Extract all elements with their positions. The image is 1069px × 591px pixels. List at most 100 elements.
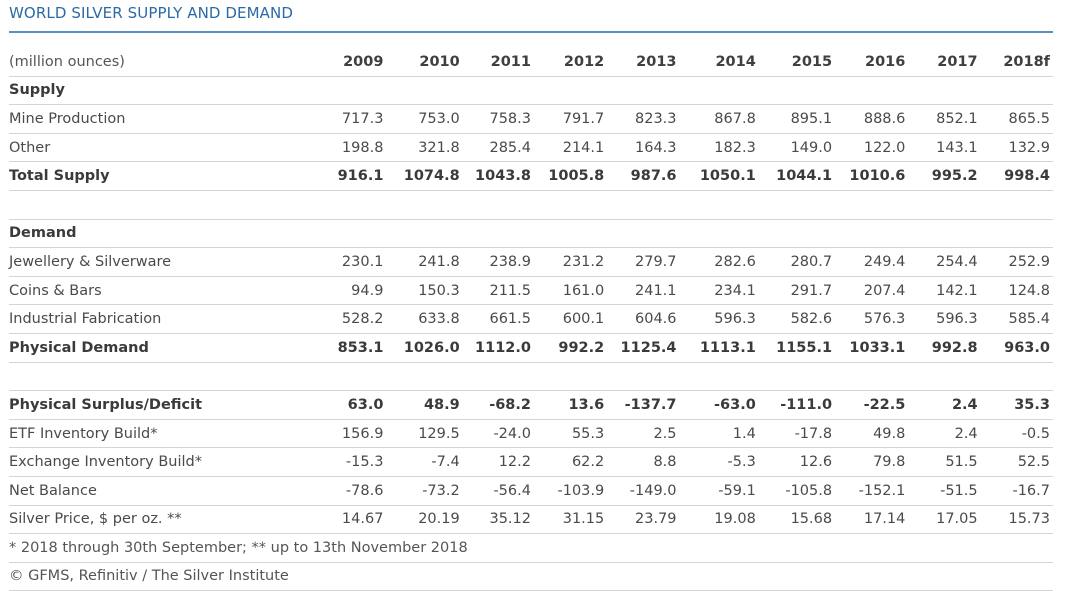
year-header: 2014 [679,48,759,77]
value-cell: 15.73 [980,505,1053,535]
value-cell: 122.0 [835,133,909,163]
value-cell: 31.15 [533,505,608,535]
value-cell: 585.4 [980,304,1053,334]
value-cell: -103.9 [533,476,608,506]
footnote-row: * 2018 through 30th September; ** up to … [9,533,1053,563]
value-cell: -51.5 [908,476,981,506]
spacer-cell [9,362,1053,392]
value-cell: 852.1 [908,104,981,134]
value-cell: -15.3 [332,447,387,477]
value-cell: 150.3 [386,276,463,306]
year-header: 2015 [758,48,836,77]
year-header: 2018f [980,48,1053,77]
value-cell: 17.14 [835,505,909,535]
title-divider [9,31,1053,33]
value-cell: -5.3 [679,447,759,477]
value-cell: 992.2 [533,333,608,363]
value-cell: 992.8 [908,333,981,363]
value-cell: 600.1 [533,304,608,334]
value-cell: 1026.0 [386,333,463,363]
value-cell: 51.5 [908,447,981,477]
value-cell: 143.1 [908,133,981,163]
value-cell: -7.4 [386,447,463,477]
value-cell: 211.5 [462,276,534,306]
value-cell: 987.6 [607,161,680,191]
spacer-cell [9,190,1053,220]
row-label: Silver Price, $ per oz. ** [9,505,333,535]
section-heading-row: Supply [9,76,1053,106]
value-cell: 234.1 [679,276,759,306]
value-cell: 916.1 [332,161,387,191]
value-cell: 20.19 [386,505,463,535]
value-cell: 49.8 [835,419,909,449]
value-cell: 1113.1 [679,333,759,363]
value-cell: 35.12 [462,505,534,535]
value-cell: 1.4 [679,419,759,449]
value-cell: 231.2 [533,247,608,277]
value-cell: 241.1 [607,276,680,306]
source-credit: © GFMS, Refinitiv / The Silver Institute [9,562,1053,591]
header-row: (million ounces) 2009 2010 2011 2012 2013 2014… [9,48,1053,77]
value-cell: -149.0 [607,476,680,506]
value-cell: 1043.8 [462,161,534,191]
value-cell: -22.5 [835,390,909,420]
row-label: Physical Demand [9,333,333,363]
row-label: Mine Production [9,104,333,134]
value-cell: -16.7 [980,476,1053,506]
row-label: Total Supply [9,161,333,191]
value-cell: -152.1 [835,476,909,506]
value-cell: 129.5 [386,419,463,449]
table-row: Jewellery & Silverware 230.1 241.8 238.9 231… [9,247,1053,277]
value-cell: 633.8 [386,304,463,334]
value-cell: 252.9 [980,247,1053,277]
value-cell: 238.9 [462,247,534,277]
value-cell: 230.1 [332,247,387,277]
value-cell: 753.0 [386,104,463,134]
section-heading-row: Demand [9,219,1053,249]
row-label: Physical Surplus/Deficit [9,390,333,420]
value-cell: 12.6 [758,447,836,477]
spacer-row [9,362,1053,392]
value-cell: 23.79 [607,505,680,535]
value-cell: 582.6 [758,304,836,334]
value-cell: -111.0 [758,390,836,420]
year-header: 2016 [835,48,909,77]
value-cell: 853.1 [332,333,387,363]
value-cell: 661.5 [462,304,534,334]
value-cell: 182.3 [679,133,759,163]
value-cell: 2.4 [908,419,981,449]
table-row: Net Balance -78.6 -73.2 -56.4 -103.9 -149.0 -5… [9,476,1053,506]
units-label: (million ounces) [9,48,333,77]
total-row: Total Supply 916.1 1074.8 1043.8 1005.8 987.6… [9,161,1053,191]
value-cell: 1074.8 [386,161,463,191]
section-heading: Supply [9,76,1053,106]
value-cell: 35.3 [980,390,1053,420]
value-cell: -17.8 [758,419,836,449]
value-cell: -56.4 [462,476,534,506]
row-label: Coins & Bars [9,276,333,306]
value-cell: -68.2 [462,390,534,420]
value-cell: 2.4 [908,390,981,420]
value-cell: 17.05 [908,505,981,535]
value-cell: 198.8 [332,133,387,163]
row-label: Other [9,133,333,163]
table-row: Exchange Inventory Build* -15.3 -7.4 12.2 62… [9,447,1053,477]
value-cell: 888.6 [835,104,909,134]
value-cell: 717.3 [332,104,387,134]
value-cell: 214.1 [533,133,608,163]
section-heading: Demand [9,219,1053,249]
year-header: 2012 [533,48,608,77]
row-label: Jewellery & Silverware [9,247,333,277]
footnote: * 2018 through 30th September; ** up to … [9,533,1053,563]
value-cell: 12.2 [462,447,534,477]
row-label: Net Balance [9,476,333,506]
table-row: Coins & Bars 94.9 150.3 211.5 161.0 241.1 234.… [9,276,1053,306]
value-cell: 142.1 [908,276,981,306]
value-cell: 1155.1 [758,333,836,363]
value-cell: 63.0 [332,390,387,420]
value-cell: 1010.6 [835,161,909,191]
value-cell: -137.7 [607,390,680,420]
total-row: Physical Surplus/Deficit 63.0 48.9 -68.2 13.… [9,390,1053,420]
value-cell: 321.8 [386,133,463,163]
